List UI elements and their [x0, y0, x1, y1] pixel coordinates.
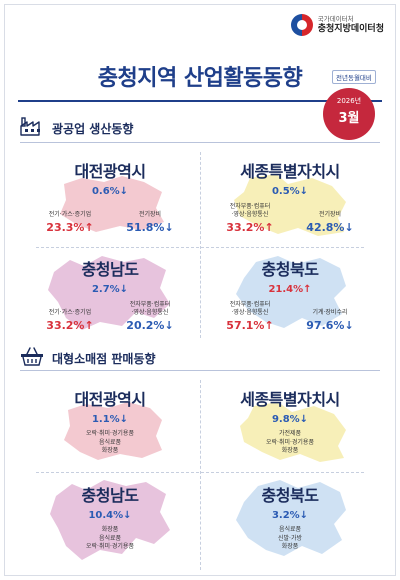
region-name: 대전광역시 — [74, 390, 146, 409]
product-item: 화장품 — [281, 447, 299, 455]
agency-logo-block: 국가데이터처 충청지방데이터청 — [290, 14, 384, 36]
region-total-change: 21.4%↑ — [268, 284, 312, 295]
industry-value: 42.8%↓ — [306, 221, 354, 234]
industry-label: 기계·장비수리 — [312, 309, 348, 317]
region-total-change: 1.1%↓ — [91, 414, 129, 425]
product-item: 오락·취미·경기용품 — [266, 438, 314, 446]
mining-region-chungbuk: 충청북도 21.4%↑ 전자부품·컴퓨터 ·영상·음향통신 57.1%↑ 기계·… — [210, 256, 370, 332]
chungbuk-map-shape — [236, 256, 346, 328]
product-item: 음식료품 — [98, 534, 122, 542]
retail-region-chungbuk: 충청북도 3.2%↓ 음식료품 신발·가방 화장품 — [210, 480, 370, 556]
retail-region-sejong: 세종특별자치시 9.8%↓ 가전제품 오락·취미·경기용품 화장품 — [210, 386, 370, 462]
mining-region-chungnam: 충청남도 2.7%↓ 전기·가스·증기업 33.2%↑ 전자부품·컴퓨터 ·영상… — [30, 256, 190, 332]
industry-value: 33.2%↑ — [46, 319, 94, 332]
mining-section-header: 광공업 생산동향 — [20, 116, 133, 140]
region-name: 충청북도 — [261, 486, 319, 505]
industry-label: 전기장비 — [138, 211, 162, 219]
industry-value: 97.6%↓ — [306, 319, 354, 332]
product-item: 음식료품 — [278, 526, 302, 533]
chungnam-map-shape — [48, 256, 170, 330]
mining-vertical-divider — [200, 152, 201, 338]
retail-section-header: 대형소매점 판매동향 — [20, 346, 156, 370]
region-total-change: 10.4%↓ — [88, 510, 132, 521]
yoy-badge: 전년동월대비 — [332, 70, 376, 84]
industry-label: 전자부품·컴퓨터 ·영상·음향통신 — [229, 203, 271, 219]
mining-section-title: 광공업 생산동향 — [52, 121, 134, 136]
region-total-change: 2.7%↓ — [91, 284, 129, 295]
product-item: 가전제품 — [278, 430, 302, 437]
agency-name: 충청지방데이터청 — [317, 23, 384, 34]
industry-label: 전기·가스·증기업 — [48, 211, 92, 219]
shopping-basket-icon — [20, 346, 44, 370]
region-total-change: 0.5%↓ — [271, 186, 309, 197]
industry-value: 51.8%↓ — [126, 221, 174, 234]
agency-emblem-icon — [290, 14, 313, 36]
product-list: 음식료품 신발·가방 화장품 — [210, 526, 370, 552]
retail-region-chungnam: 충청남도 10.4%↓ 화장품 음식료품 오락·취미·경기용품 — [30, 480, 190, 560]
region-name: 대전광역시 — [74, 162, 146, 181]
date-month: 3월 — [338, 111, 360, 126]
product-item: 화장품 — [101, 447, 119, 455]
product-list: 오락·취미·경기용품 음식료품 화장품 — [30, 430, 190, 456]
chungbuk-map-shape — [236, 480, 346, 556]
industry-label: 전자부품·컴퓨터 ·영상·음향통신 — [229, 301, 271, 317]
product-item: 오락·취미·경기용품 — [86, 430, 134, 437]
retail-section-title: 대형소매점 판매동향 — [52, 351, 156, 366]
daejeon-map-shape — [60, 176, 164, 232]
product-list: 가전제품 오락·취미·경기용품 화장품 — [210, 430, 370, 456]
page-title: 충청지역 산업활동동향 — [97, 66, 303, 91]
factory-icon — [20, 116, 44, 140]
product-item: 화장품 — [101, 526, 119, 533]
product-list: 화장품 음식료품 오락·취미·경기용품 — [30, 526, 190, 552]
region-total-change: 3.2%↓ — [271, 510, 309, 521]
retail-vertical-divider — [200, 380, 201, 570]
industry-value: 23.3%↑ — [46, 221, 94, 234]
region-name: 세종특별자치시 — [240, 390, 340, 409]
industry-value: 57.1%↑ — [226, 319, 274, 332]
product-item: 오락·취미·경기용품 — [86, 543, 134, 551]
retail-section-rule — [20, 370, 380, 371]
chungnam-map-shape — [50, 480, 170, 560]
region-name: 충청남도 — [81, 260, 139, 279]
date-year: 2026년 — [336, 97, 362, 105]
title-rule — [18, 100, 382, 102]
industry-label: 전기·가스·증기업 — [48, 309, 92, 317]
daejeon-map-shape — [64, 402, 162, 460]
region-total-change: 9.8%↓ — [271, 414, 309, 425]
industry-label: 전자부품·컴퓨터 ·영상·음향통신 — [129, 301, 171, 317]
date-badge: 2026년 3월 — [323, 88, 375, 140]
page-border — [4, 4, 396, 576]
industry-label: 전기장비 — [318, 211, 342, 219]
region-name: 충청남도 — [81, 486, 139, 505]
industry-value: 20.2%↓ — [126, 319, 174, 332]
product-item: 음식료품 — [98, 438, 122, 446]
region-name: 세종특별자치시 — [240, 162, 340, 181]
industry-value: 33.2%↑ — [226, 221, 274, 234]
mining-region-sejong: 세종특별자치시 0.5%↓ 전자부품·컴퓨터 ·영상·음향통신 33.2%↑ 전… — [210, 158, 370, 236]
region-total-change: 0.6%↓ — [91, 186, 129, 197]
mining-section-rule — [20, 142, 380, 143]
region-name: 충청북도 — [261, 260, 319, 279]
mining-horizontal-divider — [36, 247, 364, 248]
sejong-map-shape — [234, 174, 346, 236]
product-item: 신발·가방 — [278, 534, 302, 542]
retail-horizontal-divider — [36, 472, 364, 473]
retail-region-daejeon: 대전광역시 1.1%↓ 오락·취미·경기용품 음식료품 화장품 — [30, 386, 190, 460]
sejong-map-shape — [240, 402, 346, 462]
product-item: 화장품 — [281, 543, 299, 551]
agency-sub-label: 국가데이터처 — [317, 15, 354, 24]
mining-region-daejeon: 대전광역시 0.6%↓ 전기·가스·증기업 23.3%↑ 전기장비 51.8%↓ — [30, 158, 190, 234]
